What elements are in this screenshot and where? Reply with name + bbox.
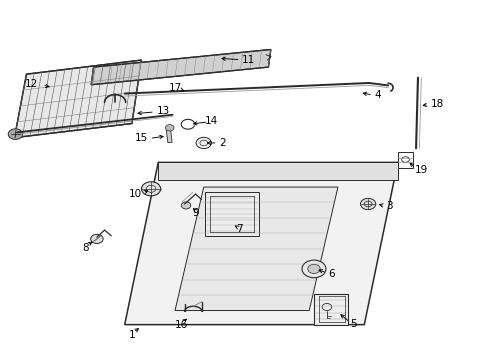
Polygon shape xyxy=(158,162,397,180)
Text: 17: 17 xyxy=(168,83,181,93)
Polygon shape xyxy=(91,49,270,85)
Circle shape xyxy=(360,198,375,210)
Polygon shape xyxy=(15,60,141,138)
Polygon shape xyxy=(205,192,258,237)
Text: 14: 14 xyxy=(205,116,218,126)
Text: 2: 2 xyxy=(219,138,226,148)
FancyBboxPatch shape xyxy=(313,294,348,325)
Text: 15: 15 xyxy=(134,133,147,143)
Text: 3: 3 xyxy=(385,202,392,211)
Bar xyxy=(166,129,172,143)
Circle shape xyxy=(307,264,320,274)
Circle shape xyxy=(196,137,211,149)
Circle shape xyxy=(302,260,325,278)
Text: 7: 7 xyxy=(236,224,243,234)
Text: 5: 5 xyxy=(349,319,356,329)
Circle shape xyxy=(181,202,190,209)
Text: 12: 12 xyxy=(24,79,38,89)
Circle shape xyxy=(90,234,103,243)
Text: 11: 11 xyxy=(242,55,255,65)
Text: 9: 9 xyxy=(192,208,199,218)
Circle shape xyxy=(165,125,174,131)
Text: 19: 19 xyxy=(414,165,427,175)
Text: 6: 6 xyxy=(327,269,334,279)
Circle shape xyxy=(141,182,160,196)
Text: 1: 1 xyxy=(128,329,135,339)
Text: 16: 16 xyxy=(174,320,187,330)
Text: 13: 13 xyxy=(156,106,169,116)
Text: 8: 8 xyxy=(82,243,88,253)
Text: 10: 10 xyxy=(128,189,141,199)
Polygon shape xyxy=(175,187,337,311)
Polygon shape xyxy=(124,162,397,325)
Text: 4: 4 xyxy=(374,90,381,100)
Text: 18: 18 xyxy=(429,99,443,109)
Circle shape xyxy=(8,129,22,139)
